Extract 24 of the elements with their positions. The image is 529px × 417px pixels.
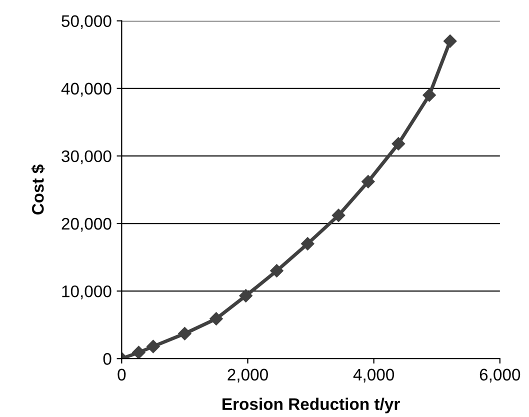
y-axis-title: Cost $ (31, 164, 45, 215)
point (301, 237, 314, 250)
point (178, 327, 192, 340)
point (422, 88, 436, 102)
point (146, 340, 160, 354)
point (392, 137, 405, 150)
point (332, 208, 346, 222)
point (270, 264, 284, 278)
y-tick-label: 30,000 (62, 150, 112, 164)
x-tick-label: 0 (118, 368, 126, 381)
y-tick-label: 0 (103, 353, 112, 365)
x-axis-title: Erosion Reduction t/yr (222, 398, 400, 414)
x-tick-label: 4,000 (353, 368, 394, 383)
y-tick-label: 20,000 (62, 218, 112, 232)
point (210, 312, 223, 326)
y-tick-label: 10,000 (62, 285, 112, 300)
point (239, 289, 252, 302)
point (444, 34, 457, 48)
point (362, 175, 375, 188)
x-tick-label: 2,000 (228, 368, 268, 383)
y-tick-label: 40,000 (61, 82, 112, 97)
x-tick-label: 6,000 (480, 368, 520, 383)
y-tick-label: 50,000 (62, 15, 112, 30)
point (132, 346, 146, 359)
